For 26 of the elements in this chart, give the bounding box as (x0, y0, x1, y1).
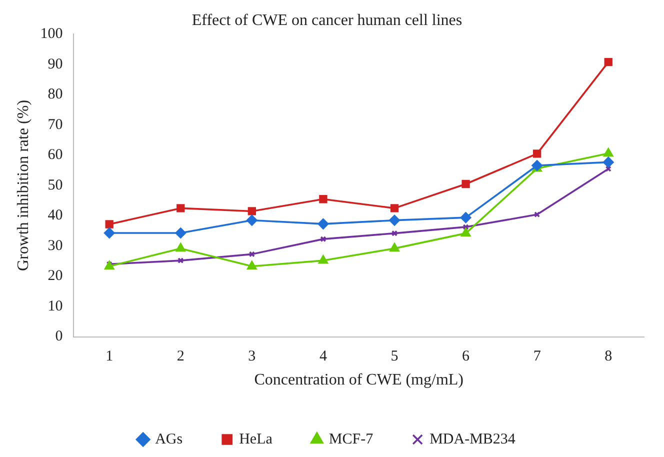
y-tick-label: 30 (48, 238, 63, 254)
x-tick-label: 7 (533, 348, 542, 365)
x-tick-label: 1 (106, 348, 114, 365)
y-tick-label: 50 (48, 177, 63, 194)
y-tick-label: 90 (48, 56, 63, 72)
y-tick-label: 80 (48, 86, 63, 103)
x-tick-label: 8 (604, 348, 612, 365)
y-tick-label: 10 (48, 298, 63, 314)
x-tick-label: 5 (390, 348, 398, 365)
x-tick-label: 6 (462, 348, 470, 365)
legend-label: MCF-7 (328, 431, 374, 448)
legend-label: AGs (155, 431, 183, 448)
x-tick-label: 4 (319, 348, 328, 365)
chart-title: Effect of CWE on cancer human cell lines (192, 12, 462, 29)
y-tick-label: 60 (48, 147, 63, 164)
y-tick-label: 100 (40, 26, 63, 42)
x-tick-label: 3 (248, 348, 256, 365)
y-axis-title: Growth inhibition rate (%) (14, 100, 32, 272)
y-tick-label: 70 (48, 116, 63, 133)
x-axis-title: Concentration of CWE (mg/mL) (254, 372, 464, 389)
legend-label: HeLa (239, 431, 273, 448)
y-tick-label: 0 (55, 328, 63, 345)
y-tick-label: 40 (48, 208, 63, 224)
y-tick-label: 20 (48, 268, 63, 284)
legend-label: MDA-MB234 (430, 431, 516, 448)
x-tick-label: 2 (176, 348, 184, 365)
